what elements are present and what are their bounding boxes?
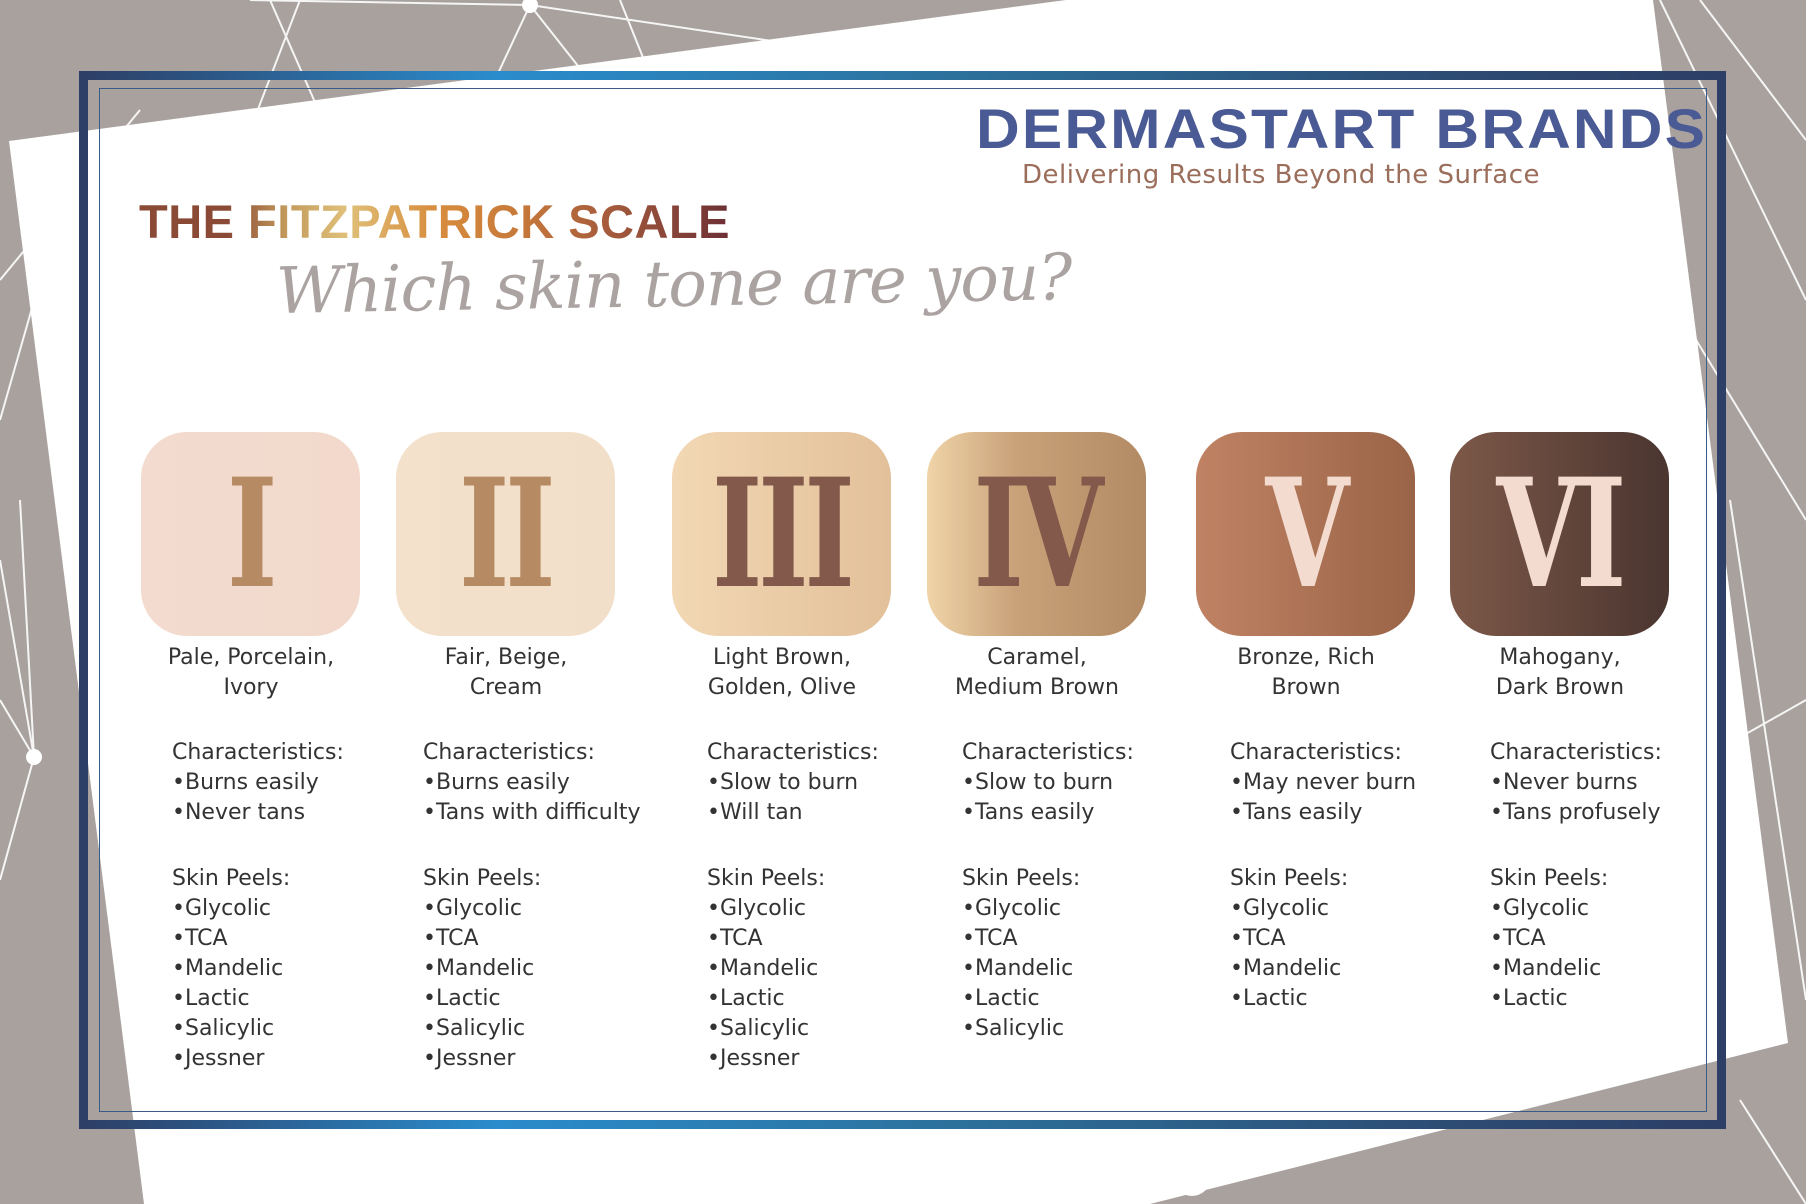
label-line: Medium Brown bbox=[954, 675, 1119, 700]
characteristics-heading: Characteristics: bbox=[1230, 740, 1402, 765]
peel-item: •Jessner bbox=[172, 1046, 265, 1071]
label-line: Bronze, Rich bbox=[1237, 645, 1375, 670]
characteristics-heading: Characteristics: bbox=[962, 740, 1134, 765]
characteristic-item: •May never burn bbox=[1230, 770, 1417, 795]
characteristic-item: •Tans easily bbox=[962, 800, 1095, 825]
peel-item: •Salicylic bbox=[962, 1016, 1065, 1041]
skin-type-details: Characteristics: •Burns easily •Never tans… bbox=[172, 738, 344, 1074]
peel-item: •Mandelic bbox=[423, 956, 535, 981]
peel-item: •TCA bbox=[1490, 926, 1546, 951]
brand-name: DERMASTART BRANDS bbox=[976, 97, 1708, 160]
roman-numeral: IV bbox=[973, 446, 1104, 622]
peels-heading: Skin Peels: bbox=[423, 866, 542, 891]
label-line: Dark Brown bbox=[1495, 675, 1625, 700]
peel-item: •Mandelic bbox=[172, 956, 284, 981]
peel-item: •Mandelic bbox=[1490, 956, 1602, 981]
inner-frame bbox=[99, 88, 1707, 1112]
page-subtitle: Which skin tone are you? bbox=[275, 241, 1072, 329]
peel-item: •Glycolic bbox=[172, 896, 272, 921]
label-line: Pale, Porcelain, bbox=[167, 645, 335, 670]
peels-heading: Skin Peels: bbox=[962, 866, 1081, 891]
label-line: Ivory bbox=[223, 675, 279, 700]
peel-item: •TCA bbox=[1230, 926, 1286, 951]
characteristic-item: •Burns easily bbox=[423, 770, 570, 795]
skin-type-tile: IV bbox=[927, 432, 1146, 636]
peel-item: •Salicylic bbox=[172, 1016, 275, 1041]
characteristic-item: •Tans profusely bbox=[1490, 800, 1661, 825]
skin-tone-label: Bronze, Rich Brown bbox=[1176, 643, 1436, 703]
peel-item: •Salicylic bbox=[423, 1016, 526, 1041]
characteristic-item: •Burns easily bbox=[172, 770, 319, 795]
skin-tone-label: Pale, Porcelain, Ivory bbox=[121, 643, 381, 703]
peel-item: •TCA bbox=[172, 926, 228, 951]
peels-heading: Skin Peels: bbox=[1490, 866, 1609, 891]
peel-item: •TCA bbox=[962, 926, 1018, 951]
label-line: Mahogany, bbox=[1499, 645, 1621, 670]
characteristic-item: •Will tan bbox=[707, 800, 803, 825]
label-line: Caramel, bbox=[987, 645, 1087, 670]
skin-type-tile: II bbox=[396, 432, 615, 636]
peel-item: •Jessner bbox=[707, 1046, 800, 1071]
label-line: Golden, Olive bbox=[707, 675, 857, 700]
skin-tone-label: Caramel, Medium Brown bbox=[907, 643, 1167, 703]
skin-type-details: Characteristics: •Burns easily •Tans with … bbox=[423, 738, 640, 1074]
peel-item: •Lactic bbox=[423, 986, 501, 1011]
roman-numeral: VI bbox=[1496, 446, 1627, 622]
peel-item: •Jessner bbox=[423, 1046, 516, 1071]
skin-type-tile: VI bbox=[1450, 432, 1669, 636]
characteristic-item: •Tans easily bbox=[1230, 800, 1363, 825]
brand-tagline: Delivering Results Beyond the Surface bbox=[1022, 160, 1541, 190]
characteristic-item: •Never burns bbox=[1490, 770, 1638, 795]
roman-numeral: V bbox=[1265, 446, 1350, 622]
peel-item: •Lactic bbox=[172, 986, 250, 1011]
peel-item: •Glycolic bbox=[1490, 896, 1590, 921]
characteristic-item: •Slow to burn bbox=[962, 770, 1114, 795]
peel-item: •Lactic bbox=[707, 986, 785, 1011]
peels-heading: Skin Peels: bbox=[707, 866, 826, 891]
skin-tone-label: Fair, Beige, Cream bbox=[376, 643, 636, 703]
peel-item: •TCA bbox=[707, 926, 763, 951]
characteristic-item: •Tans with difficulty bbox=[423, 800, 641, 825]
characteristics-heading: Characteristics: bbox=[1490, 740, 1662, 765]
roman-numeral: I bbox=[227, 446, 278, 622]
peel-item: •Mandelic bbox=[962, 956, 1074, 981]
peel-item: •Glycolic bbox=[707, 896, 807, 921]
skin-type-details: Characteristics: •May never burn •Tans eas… bbox=[1230, 738, 1416, 1014]
label-line: Brown bbox=[1271, 675, 1341, 700]
skin-type-details: Characteristics: •Slow to burn •Will tan Sk… bbox=[707, 738, 879, 1074]
characteristics-heading: Characteristics: bbox=[423, 740, 595, 765]
skin-tone-label: Light Brown, Golden, Olive bbox=[652, 643, 912, 703]
label-line: Fair, Beige, bbox=[444, 645, 568, 670]
page-title: THE FITZPATRICK SCALE bbox=[139, 195, 731, 248]
characteristics-heading: Characteristics: bbox=[172, 740, 344, 765]
peel-item: •Salicylic bbox=[707, 1016, 810, 1041]
characteristics-heading: Characteristics: bbox=[707, 740, 879, 765]
skin-tone-label: Mahogany, Dark Brown bbox=[1430, 643, 1690, 703]
skin-type-tile: III bbox=[672, 432, 891, 636]
peel-item: •TCA bbox=[423, 926, 479, 951]
skin-type-tile: I bbox=[141, 432, 360, 636]
peel-item: •Lactic bbox=[962, 986, 1040, 1011]
label-line: Cream bbox=[469, 675, 543, 700]
peel-item: •Lactic bbox=[1230, 986, 1308, 1011]
peel-item: •Glycolic bbox=[1230, 896, 1330, 921]
roman-numeral: II bbox=[459, 446, 556, 622]
characteristic-item: •Never tans bbox=[172, 800, 306, 825]
skin-type-tile: V bbox=[1196, 432, 1415, 636]
label-line: Light Brown, bbox=[713, 645, 851, 670]
peels-heading: Skin Peels: bbox=[1230, 866, 1349, 891]
peel-item: •Glycolic bbox=[962, 896, 1062, 921]
skin-type-details: Characteristics: •Never burns •Tans profus… bbox=[1490, 738, 1662, 1014]
characteristic-item: •Slow to burn bbox=[707, 770, 859, 795]
peel-item: •Lactic bbox=[1490, 986, 1568, 1011]
skin-type-details: Characteristics: •Slow to burn •Tans easil… bbox=[962, 738, 1134, 1044]
roman-numeral: III bbox=[712, 446, 855, 622]
peel-item: •Mandelic bbox=[707, 956, 819, 981]
peel-item: •Mandelic bbox=[1230, 956, 1342, 981]
peels-heading: Skin Peels: bbox=[172, 866, 291, 891]
peel-item: •Glycolic bbox=[423, 896, 523, 921]
